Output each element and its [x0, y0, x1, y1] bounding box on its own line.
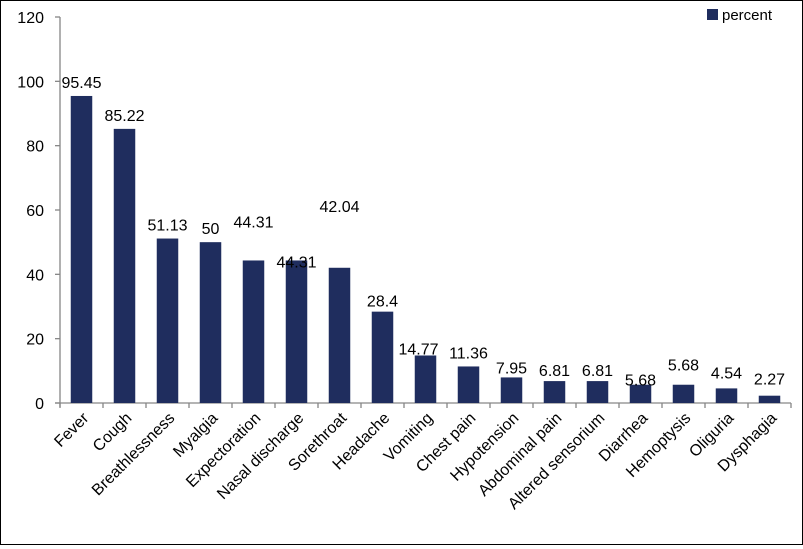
bar: [328, 267, 351, 403]
bar: [70, 95, 93, 403]
y-tick-label: 100: [17, 74, 44, 91]
data-label: 7.95: [496, 360, 527, 377]
bar: [285, 260, 308, 403]
bar: [113, 128, 136, 403]
data-label: 6.81: [582, 363, 613, 380]
data-label: 85.22: [104, 108, 144, 125]
y-tick-label: 0: [35, 396, 44, 413]
bar: [156, 238, 179, 403]
data-label: 11.36: [449, 345, 488, 362]
data-label: 14.77: [398, 341, 438, 358]
bar: [199, 242, 222, 403]
data-label: 5.68: [625, 373, 656, 390]
chart-legend: percent: [707, 7, 773, 24]
y-tick-label: 40: [26, 267, 44, 284]
bar: [715, 388, 738, 403]
data-label: 50: [202, 221, 220, 238]
data-label: 44.31: [276, 254, 316, 271]
category-label: Expectoration: [183, 410, 264, 491]
category-label: Fever: [51, 409, 92, 450]
y-tick-label: 20: [26, 332, 44, 349]
data-label: 42.04: [319, 199, 359, 216]
y-tick-label: 120: [17, 10, 44, 27]
bar: [457, 366, 480, 403]
bar: [758, 395, 781, 403]
y-tick-label: 80: [26, 139, 44, 156]
y-tick-label: 60: [26, 203, 44, 220]
data-label: 2.27: [754, 372, 785, 389]
bar: [586, 381, 609, 403]
legend-label: percent: [722, 7, 773, 24]
chart-category-labels: FeverCoughBreathlessnessMyalgiaExpectora…: [51, 409, 780, 513]
bar: [500, 377, 523, 403]
data-label: 4.54: [711, 365, 742, 382]
legend-swatch: [707, 9, 718, 20]
bar: [414, 355, 437, 403]
bar: [629, 384, 652, 403]
bar: [543, 381, 566, 403]
data-label: 5.68: [668, 358, 699, 375]
chart-bars: [70, 95, 781, 403]
data-label: 6.81: [539, 363, 570, 380]
data-label: 51.13: [147, 218, 187, 235]
data-label: 44.31: [233, 214, 273, 231]
bar: [672, 384, 695, 403]
bar: [242, 260, 265, 403]
data-label: 95.45: [61, 75, 101, 92]
data-label: 28.4: [367, 294, 398, 311]
bar: [371, 311, 394, 403]
